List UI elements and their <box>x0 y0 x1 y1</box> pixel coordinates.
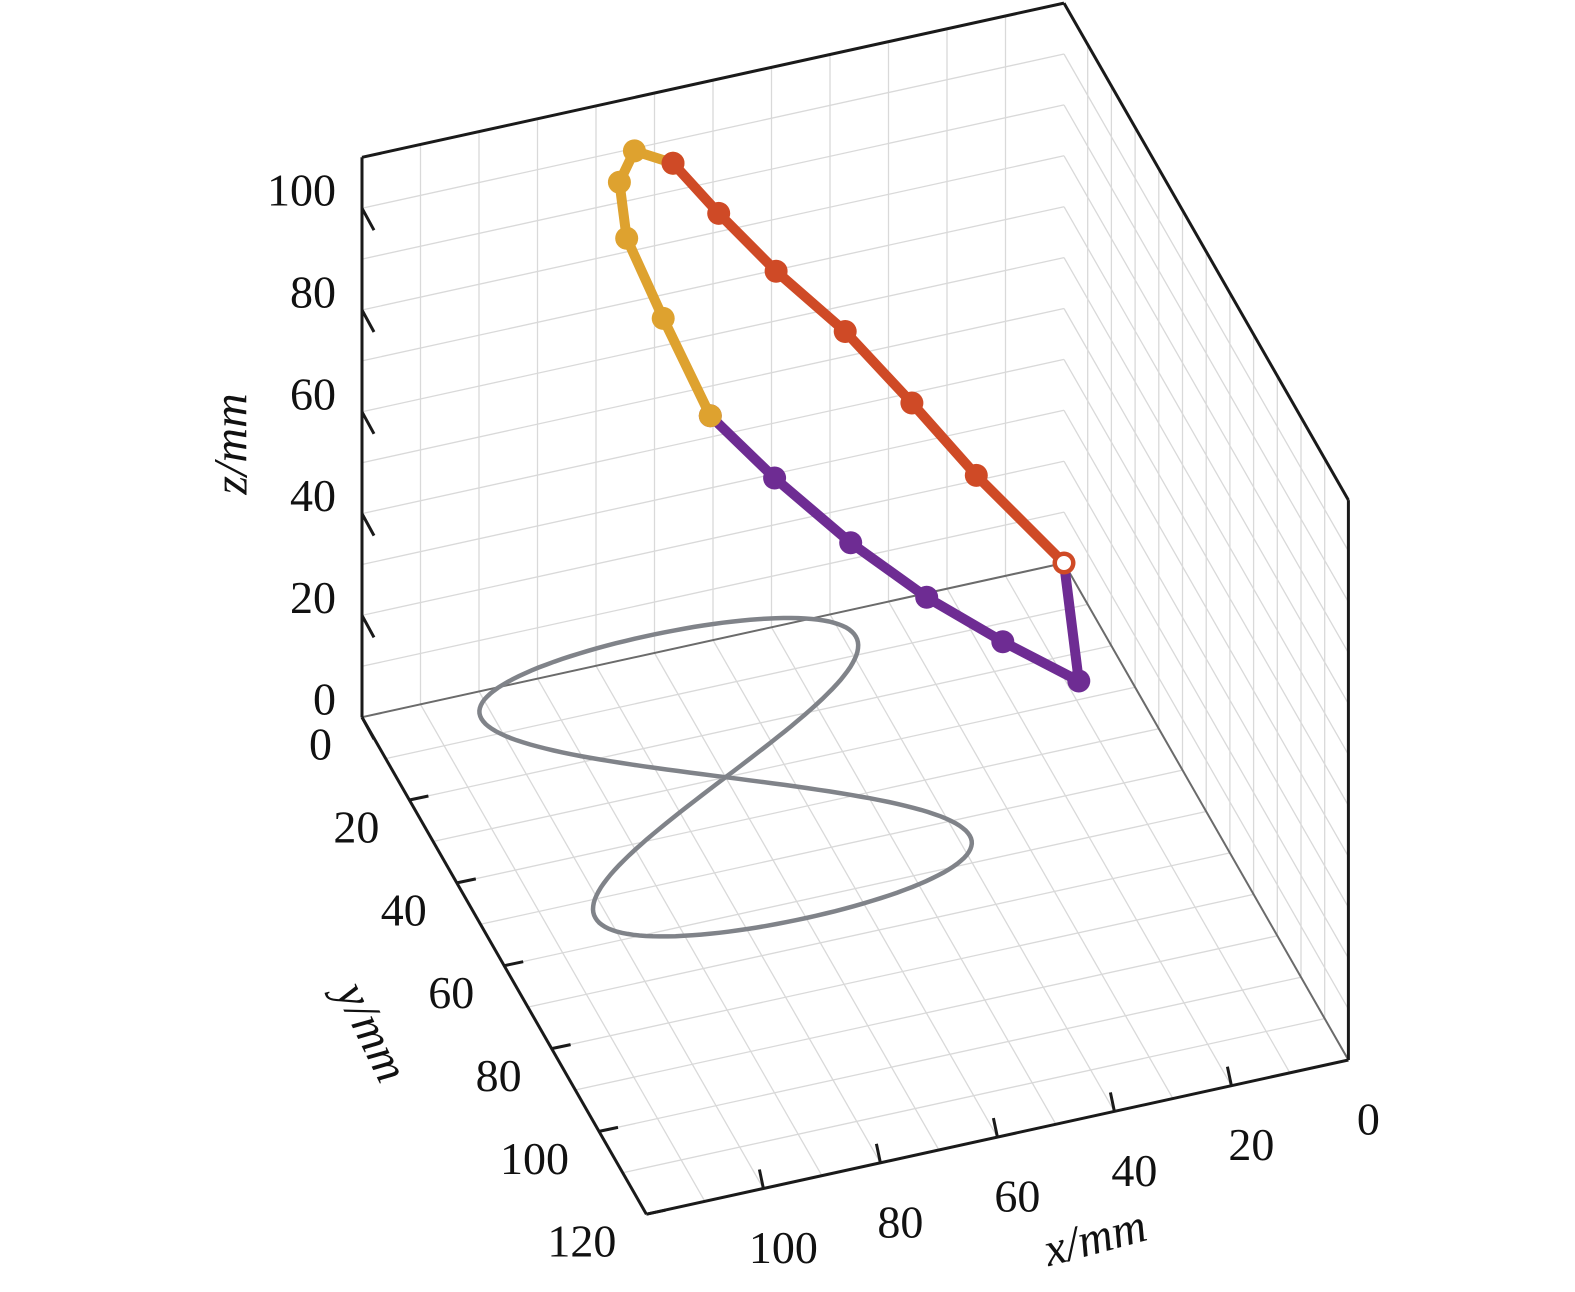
side-wall-gridline <box>1063 359 1349 857</box>
side-wall-gridline <box>1063 511 1349 1010</box>
back-wall-gridline <box>361 307 1065 464</box>
x-tick-label: 40 <box>1111 1145 1157 1196</box>
y-tick-mark <box>551 1043 571 1051</box>
x-tick-mark <box>1225 1066 1233 1087</box>
x-tick-label: 80 <box>877 1196 923 1247</box>
side-wall-gridline <box>1063 460 1349 959</box>
x-tick-mark <box>1108 1092 1116 1112</box>
segment-joint-marker <box>991 630 1015 654</box>
box-edge <box>361 1 1065 159</box>
curves-layer <box>477 139 1091 939</box>
x-tick-label: 100 <box>749 1222 818 1273</box>
segment-joint-marker <box>707 201 731 225</box>
floor-gridline <box>551 893 1254 1050</box>
z-tick-label: 40 <box>290 470 336 521</box>
floor-gridline <box>595 665 881 1164</box>
z-tick-mark <box>360 716 376 740</box>
z-tick-label: 80 <box>290 267 336 318</box>
floor-gridline <box>653 652 940 1151</box>
floor-gridline <box>575 935 1278 1091</box>
floor-gridline <box>622 1017 1325 1174</box>
base-joint-marker <box>1053 552 1075 574</box>
segment-joint-marker <box>651 306 675 330</box>
z-tick-label: 100 <box>267 165 336 216</box>
segment-joint-marker <box>964 463 988 487</box>
side-wall-gridline <box>1063 155 1349 654</box>
segment-joint-marker <box>698 404 722 428</box>
floor-gridline <box>504 810 1207 967</box>
back-wall-gridline <box>361 206 1065 362</box>
segment-joint-marker <box>622 139 646 163</box>
y-tick-label: 20 <box>333 802 379 853</box>
side-wall-gridline <box>1063 206 1349 705</box>
y-tick-mark <box>503 960 524 968</box>
y-tick-label: 60 <box>428 967 474 1018</box>
segment-joint-marker <box>1067 669 1091 693</box>
side-wall-gridline <box>1063 257 1349 755</box>
x-axis-label: x/mm <box>1037 1199 1152 1277</box>
back-wall-gridline <box>361 104 1065 260</box>
back-wall-gridline <box>361 256 1065 413</box>
grid-layer <box>361 16 1349 1202</box>
segment-joint-marker <box>763 466 787 490</box>
y-tick-mark <box>598 1125 619 1133</box>
x-tick-label: 20 <box>1228 1119 1274 1170</box>
side-wall-gridline <box>1063 53 1349 552</box>
y-tick-label: 80 <box>476 1050 522 1101</box>
side-wall-gridline <box>1063 409 1349 908</box>
floor-gridline <box>527 852 1231 1008</box>
y-axis-label: y/mm <box>323 969 418 1090</box>
z-tick-mark <box>360 411 376 435</box>
side-wall-gridline <box>1063 308 1349 806</box>
back-wall-gridline <box>361 53 1065 209</box>
z-tick-mark <box>360 614 376 639</box>
back-wall-gridline <box>361 511 1065 667</box>
y-tick-label: 0 <box>309 719 332 770</box>
x-tick-mark <box>757 1169 765 1189</box>
x-tick-label: 60 <box>994 1171 1040 1222</box>
segment-joint-marker <box>607 170 631 194</box>
floor-gridline <box>478 691 764 1189</box>
floor-gridline <box>419 704 706 1202</box>
figure-eight-trajectory <box>477 615 975 939</box>
back-wall-gridline <box>361 155 1065 311</box>
z-tick-mark <box>360 309 376 333</box>
segment-line <box>705 410 1084 686</box>
segment-joint-marker <box>661 151 685 175</box>
box-edge <box>1062 2 1350 501</box>
z-tick-label: 60 <box>290 368 336 419</box>
x-tick-mark <box>874 1143 882 1164</box>
segment-joint-marker <box>833 320 857 343</box>
y-tick-label: 100 <box>500 1133 569 1184</box>
z-axis-label: z/mm <box>205 393 258 495</box>
floor-edge <box>361 562 1065 719</box>
segment-joint-marker <box>615 226 639 250</box>
y-tick-mark <box>646 1208 666 1216</box>
floor-edge <box>1063 562 1350 1061</box>
z-tick-label: 0 <box>313 674 336 725</box>
back-wall-gridline <box>361 358 1065 515</box>
x-tick-mark <box>991 1117 999 1138</box>
z-tick-mark <box>360 512 376 537</box>
y-tick-label: 40 <box>381 884 427 935</box>
segment-joint-marker <box>839 531 863 555</box>
segment-joint-marker <box>915 585 939 609</box>
y-tick-mark <box>456 877 477 885</box>
y-tick-mark <box>409 794 429 802</box>
back-wall-gridline <box>361 460 1065 617</box>
segment-joint-marker <box>900 391 924 415</box>
z-tick-mark <box>360 207 376 231</box>
y-tick-label: 120 <box>547 1216 616 1267</box>
floor-gridline <box>598 976 1302 1133</box>
z-tick-label: 20 <box>290 572 336 623</box>
x-tick-label: 0 <box>1357 1094 1380 1145</box>
segment-joint-marker <box>764 259 788 283</box>
side-wall-gridline <box>1063 104 1349 603</box>
